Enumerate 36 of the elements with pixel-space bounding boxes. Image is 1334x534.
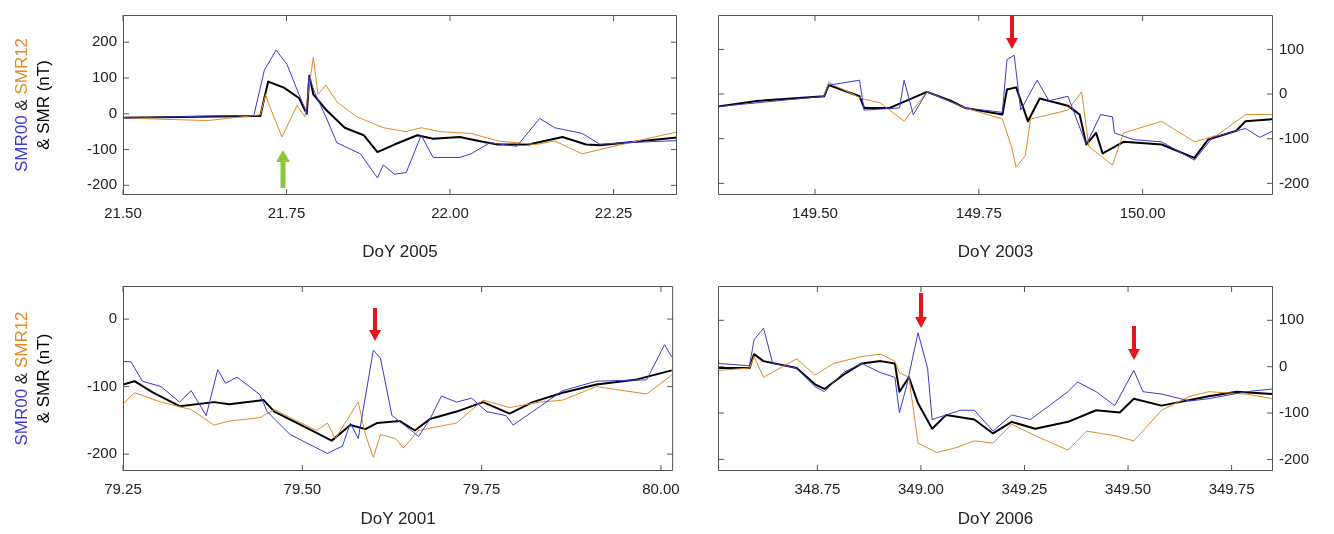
y-tick-label: -200: [86, 444, 117, 462]
y2-tick-label: 0: [1279, 356, 1288, 374]
y-tick-label: 0: [108, 103, 117, 121]
y2-tick-label: 100: [1279, 39, 1305, 57]
y2-tick-label: -100: [1279, 128, 1310, 146]
x-tick-label: 21.50: [104, 204, 142, 222]
x-tick-label: 79.50: [283, 480, 322, 498]
x-tick-label: 79.75: [462, 480, 501, 498]
x-tick-label: 21.75: [267, 204, 306, 222]
y2-tick-label: 100: [1279, 310, 1305, 328]
x-tick-label: 349.25: [1001, 480, 1048, 498]
y-tick-label: -100: [86, 376, 117, 394]
y-tick-label: 200: [91, 32, 117, 50]
x-tick-label: 349.00: [898, 480, 944, 498]
x-tick-label: 22.00: [431, 204, 469, 222]
y-tick-label: 100: [91, 68, 117, 86]
y-tick-label: -100: [86, 139, 117, 157]
x-axis-title: DoY 2001: [360, 509, 436, 529]
x-tick-label: 149.75: [955, 204, 1002, 222]
x-axis-title: DoY 2005: [362, 242, 438, 262]
x-tick-label: 79.25: [104, 480, 142, 498]
y2-tick-label: -200: [1279, 173, 1310, 191]
x-axis-title: DoY 2006: [957, 509, 1034, 529]
y2-tick-label: -100: [1279, 403, 1310, 421]
y2-tick-label: -200: [1279, 449, 1310, 467]
x-tick-label: 149.50: [792, 204, 838, 222]
x-tick-label: 349.50: [1105, 480, 1151, 498]
x-axis-title: DoY 2003: [957, 242, 1034, 262]
x-tick-label: 348.75: [794, 480, 841, 498]
x-tick-label: 349.75: [1208, 480, 1255, 498]
x-tick-label: 22.25: [594, 204, 633, 222]
y-tick-label: 0: [108, 309, 117, 327]
x-tick-label: 80.00: [642, 480, 680, 498]
y-tick-label: -200: [86, 175, 117, 193]
y2-tick-label: 0: [1279, 84, 1288, 102]
x-tick-label: 150.00: [1119, 204, 1166, 222]
